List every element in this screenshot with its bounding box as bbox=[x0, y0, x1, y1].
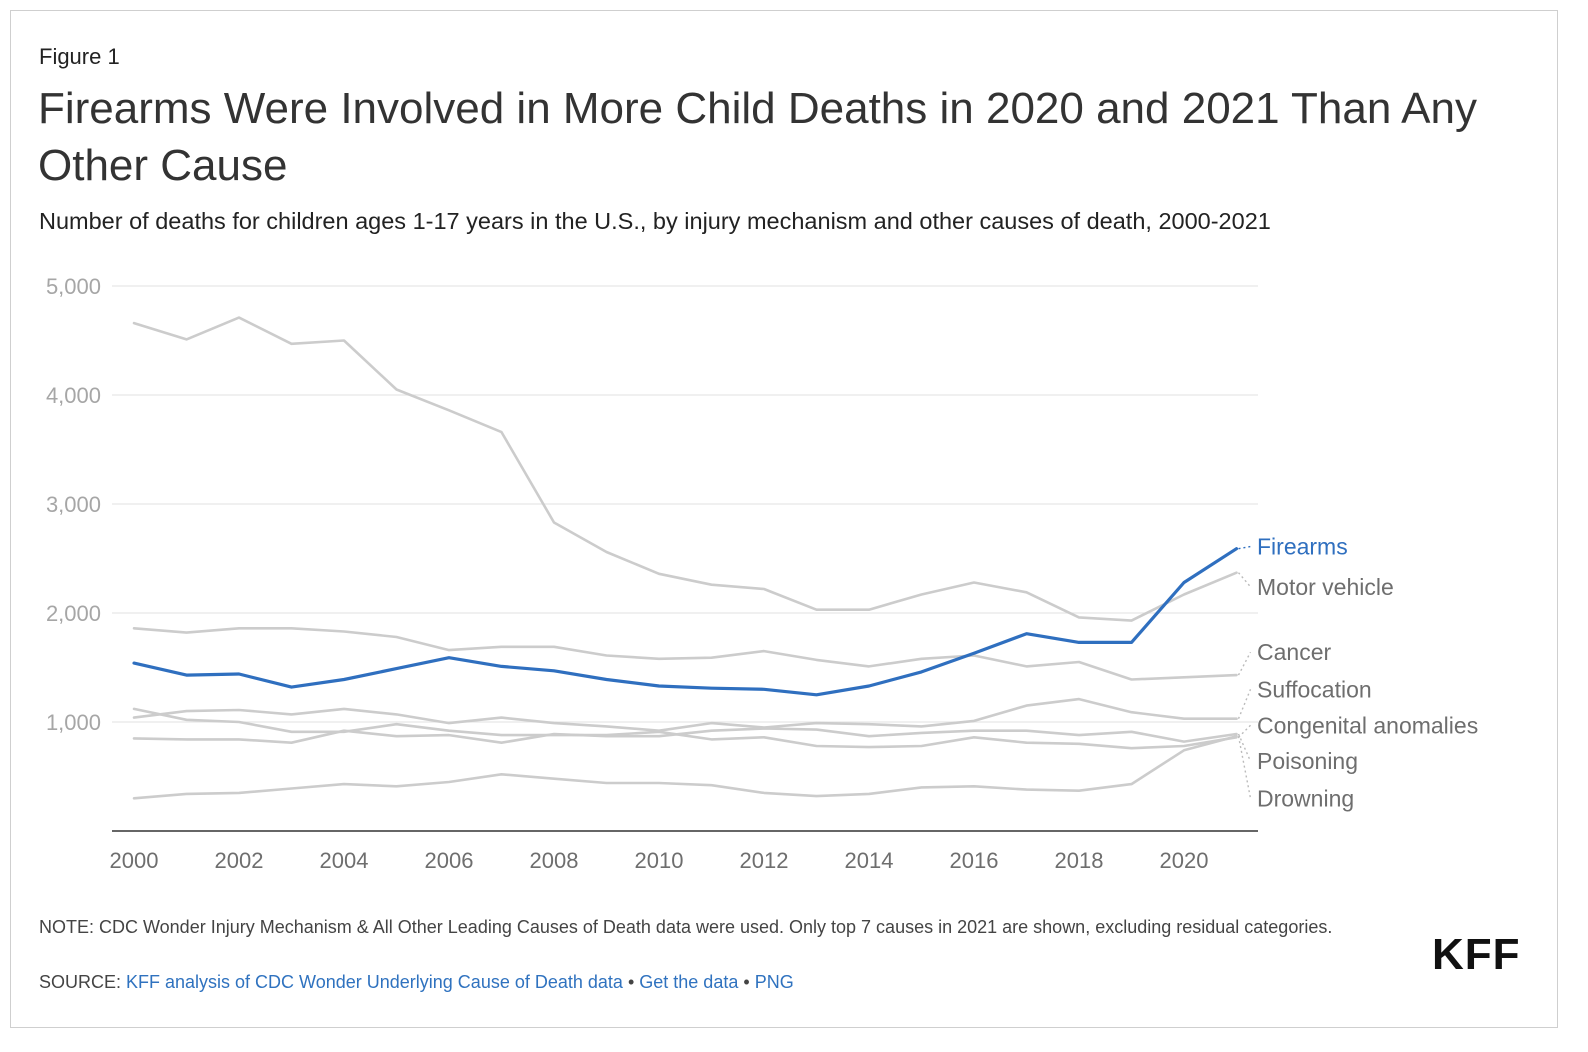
series-line-congenital-anomalies bbox=[132, 707, 1238, 750]
label-leader-line bbox=[1237, 736, 1252, 799]
x-tick-label: 2018 bbox=[1055, 848, 1104, 873]
x-tick-label: 2004 bbox=[320, 848, 369, 873]
series-label-cancer: Cancer bbox=[1257, 639, 1331, 665]
x-tick-label: 2010 bbox=[635, 848, 684, 873]
x-tick-label: 2012 bbox=[740, 848, 789, 873]
kff-logo: KFF bbox=[1432, 930, 1521, 979]
series-lines bbox=[132, 316, 1239, 800]
chart-source: SOURCE: KFF analysis of CDC Wonder Under… bbox=[39, 972, 794, 993]
x-tick-label: 2000 bbox=[110, 848, 159, 873]
x-tick-label: 2020 bbox=[1160, 848, 1209, 873]
series-line-drowning bbox=[132, 734, 1238, 800]
series-label-firearms: Firearms bbox=[1257, 534, 1348, 560]
label-leader-line bbox=[1238, 545, 1251, 550]
label-leader-line bbox=[1238, 724, 1251, 738]
figure-label: Figure 1 bbox=[39, 44, 120, 69]
separator: • bbox=[627, 972, 635, 992]
y-tick-label: 1,000 bbox=[46, 710, 101, 735]
series-label-poisoning: Poisoning bbox=[1257, 748, 1358, 774]
chart-note: NOTE: CDC Wonder Injury Mechanism & All … bbox=[39, 917, 1333, 937]
label-leader-line bbox=[1237, 651, 1252, 676]
source-link[interactable]: KFF analysis of CDC Wonder Underlying Ca… bbox=[126, 972, 623, 992]
series-label-congenital-anomalies: Congenital anomalies bbox=[1257, 712, 1478, 738]
y-tick-label: 4,000 bbox=[46, 383, 101, 408]
y-axis: 1,000 2,000 3,000 4,000 5,000 bbox=[46, 274, 101, 735]
series-line-suffocation bbox=[132, 697, 1238, 732]
series-line-cancer bbox=[132, 627, 1238, 681]
label-leader-line bbox=[1237, 572, 1252, 588]
png-link[interactable]: PNG bbox=[754, 972, 794, 992]
series-line-motor-vehicle bbox=[132, 316, 1238, 622]
label-leader-line bbox=[1237, 689, 1252, 719]
separator: • bbox=[743, 972, 750, 992]
x-tick-label: 2006 bbox=[425, 848, 474, 873]
series-line-poisoning bbox=[132, 727, 1238, 744]
y-tick-label: 5,000 bbox=[46, 274, 101, 299]
series-line-firearms bbox=[132, 547, 1239, 697]
x-tick-label: 2014 bbox=[845, 848, 894, 873]
gridlines bbox=[112, 285, 1258, 723]
get-data-link[interactable]: Get the data bbox=[639, 972, 739, 992]
x-axis: 2000 2002 2004 2006 2008 2010 2012 2014 2016 2018… bbox=[110, 830, 1258, 873]
chart-title: Firearms Were Involved in More Child Dea… bbox=[38, 84, 1477, 190]
y-tick-label: 3,000 bbox=[46, 492, 101, 517]
series-label-motor-vehicle: Motor vehicle bbox=[1257, 574, 1394, 600]
series-end-labels: Firearms Motor vehicle Cancer Suffocation Co… bbox=[1237, 534, 1478, 811]
y-tick-label: 2,000 bbox=[46, 601, 101, 626]
x-tick-label: 2016 bbox=[950, 848, 999, 873]
series-label-drowning: Drowning bbox=[1257, 785, 1354, 811]
series-label-suffocation: Suffocation bbox=[1257, 676, 1372, 702]
chart-subtitle: Number of deaths for children ages 1-17 … bbox=[39, 208, 1271, 234]
figure-frame bbox=[10, 10, 1558, 1028]
x-tick-label: 2008 bbox=[530, 848, 579, 873]
source-prefix: SOURCE: bbox=[39, 972, 127, 992]
x-tick-label: 2002 bbox=[215, 848, 264, 873]
